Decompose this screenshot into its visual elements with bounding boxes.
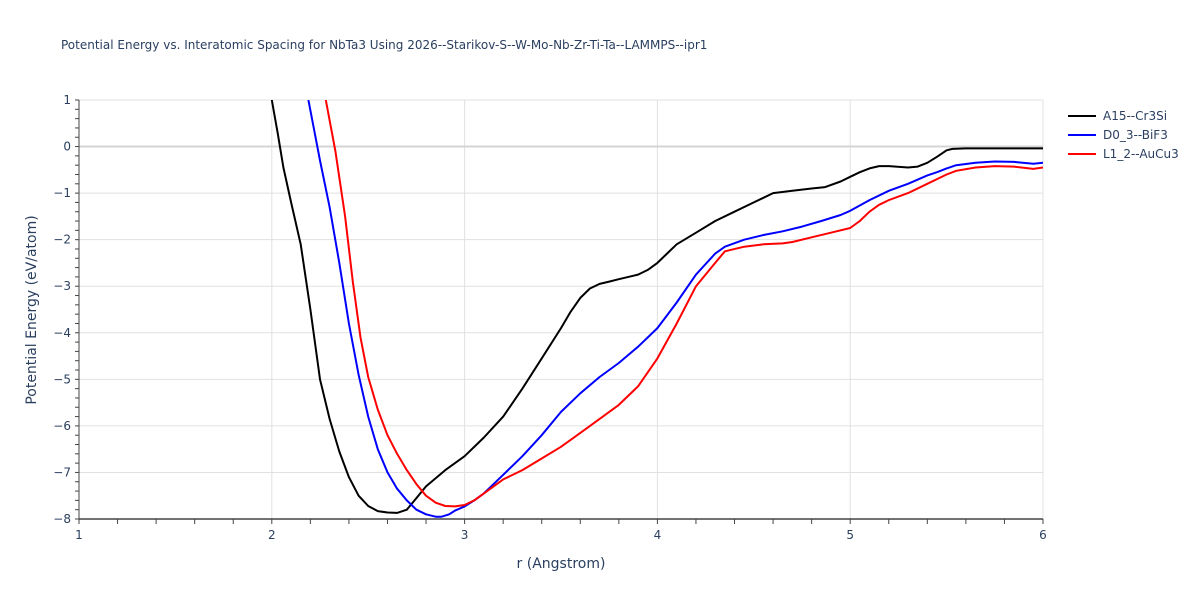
legend-label: L1_2--AuCu3 <box>1103 146 1179 161</box>
y-axis-title: Potential Energy (eV/atom) <box>24 215 40 404</box>
legend-item[interactable]: A15--Cr3Si <box>1068 106 1179 125</box>
tick-labels: 1 2 3 4 5 6 1 0 −1 −2 −3 −4 −5 −6 −7 −8 <box>53 93 1047 542</box>
legend-line-icon <box>1068 152 1096 155</box>
legend-item[interactable]: D0_3--BiF3 <box>1068 125 1179 144</box>
legend: A15--Cr3Si D0_3--BiF3 L1_2--AuCu3 <box>1068 106 1179 163</box>
gridlines <box>79 99 1044 519</box>
x-tick-label: 2 <box>268 528 276 542</box>
legend-label: D0_3--BiF3 <box>1103 127 1168 142</box>
x-tick-label: 1 <box>75 528 83 542</box>
y-tick-label: 0 <box>63 140 71 154</box>
x-axis-title: r (Angstrom) <box>517 556 606 572</box>
series-line-2 <box>324 100 1043 508</box>
y-tick-label: −6 <box>53 419 71 433</box>
y-tick-label: −8 <box>53 512 71 526</box>
x-tick-label: 3 <box>461 528 469 542</box>
y-tick-label: 1 <box>63 93 71 107</box>
series-line-1 <box>307 100 1043 518</box>
legend-line-icon <box>1068 114 1096 117</box>
x-tick-label: 4 <box>654 528 662 542</box>
legend-item[interactable]: L1_2--AuCu3 <box>1068 144 1179 163</box>
axes <box>75 99 1044 524</box>
y-tick-label: −7 <box>53 465 71 479</box>
chart-title: Potential Energy vs. Interatomic Spacing… <box>61 38 708 52</box>
legend-line-icon <box>1068 133 1096 136</box>
y-tick-label: −5 <box>53 372 71 386</box>
x-tick-label: 5 <box>846 528 854 542</box>
y-tick-label: −1 <box>53 186 71 200</box>
legend-label: A15--Cr3Si <box>1103 108 1168 123</box>
y-tick-label: −4 <box>53 326 71 340</box>
x-tick-label: 6 <box>1039 528 1047 542</box>
y-tick-label: −2 <box>53 233 71 247</box>
y-tick-label: −3 <box>53 279 71 293</box>
series-lines <box>270 100 1043 518</box>
series-line-0 <box>270 100 1043 514</box>
